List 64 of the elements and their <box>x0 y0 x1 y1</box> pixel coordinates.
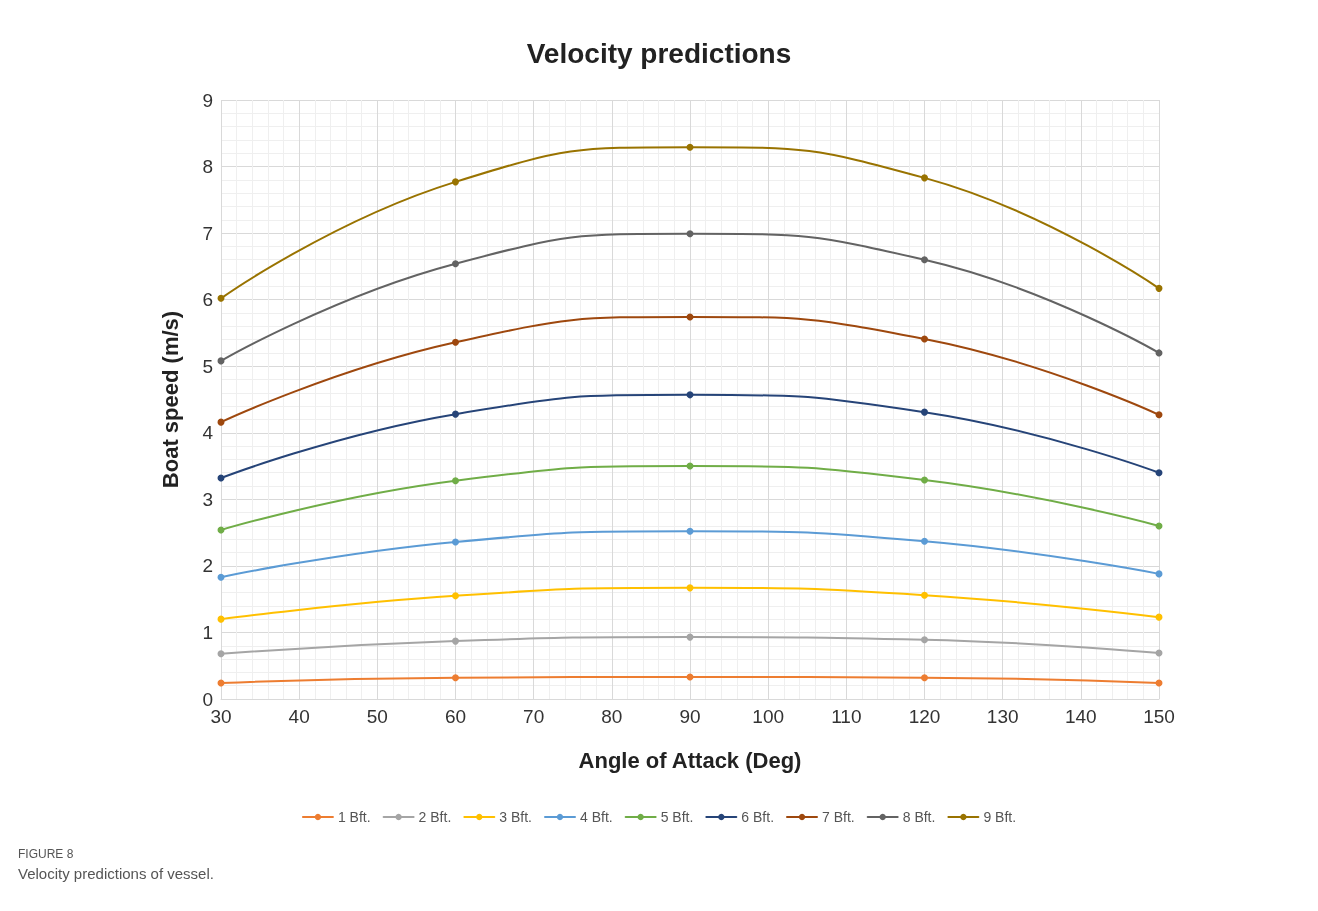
point <box>452 178 459 186</box>
y-tick-label: 9 <box>202 89 213 111</box>
y-tick-label: 8 <box>202 156 213 178</box>
y-tick-label: 2 <box>202 555 213 577</box>
x-tick-label: 90 <box>679 706 701 727</box>
point <box>452 338 459 346</box>
x-tick-label: 140 <box>1064 706 1097 727</box>
point <box>1155 469 1163 477</box>
y-tick-label: 0 <box>202 688 213 710</box>
point <box>452 538 459 546</box>
point <box>921 674 928 682</box>
legend-label: 5 Bft. <box>660 809 694 825</box>
point <box>452 477 459 485</box>
legend-label: 7 Bft. <box>822 809 855 825</box>
y-tick-label: 1 <box>202 621 213 643</box>
x-tick-label: 40 <box>288 706 310 727</box>
point <box>921 335 928 343</box>
point <box>217 573 225 581</box>
point <box>921 537 928 545</box>
point <box>921 636 928 644</box>
x-tick-label: 80 <box>601 706 623 727</box>
point <box>921 591 928 599</box>
x-tick-label: 130 <box>986 706 1019 727</box>
point <box>452 592 459 600</box>
legend-label: 2 Bft. <box>418 809 452 825</box>
x-tick-label: 70 <box>523 706 545 727</box>
point <box>452 410 459 418</box>
point <box>452 637 459 645</box>
legend-label: 1 Bft. <box>337 809 371 825</box>
legend-label: 3 Bft. <box>499 809 532 825</box>
point <box>921 174 928 182</box>
point <box>686 230 694 238</box>
point <box>921 476 928 484</box>
point <box>686 143 694 151</box>
x-axis-title: Angle of Attack (Deg) <box>578 747 802 773</box>
x-tick-label: 110 <box>831 706 862 727</box>
point <box>1155 284 1163 292</box>
point <box>921 256 928 264</box>
x-tick-label: 120 <box>908 706 941 727</box>
point <box>217 294 225 302</box>
text: Velocity predictions of vessel. <box>18 865 214 882</box>
x-tick-label: 100 <box>752 706 785 727</box>
legend-label: 8 Bft. <box>902 809 936 825</box>
chart-title: Velocity predictions <box>526 37 792 69</box>
point <box>686 527 694 535</box>
y-tick-label: 5 <box>202 355 213 377</box>
y-tick-label: 6 <box>202 289 213 311</box>
point <box>921 408 928 416</box>
y-tick-label: 4 <box>202 422 214 444</box>
point <box>1155 411 1163 419</box>
legend-label: 6 Bft. <box>741 809 775 825</box>
point <box>452 260 459 268</box>
y-tick-label: 3 <box>202 488 213 510</box>
x-tick-label: 50 <box>366 706 388 727</box>
legend-label: 4 Bft. <box>579 809 613 825</box>
legend-label: 9 Bft. <box>983 809 1017 825</box>
y-tick-label: 7 <box>202 222 213 244</box>
x-tick-label: 150 <box>1143 706 1175 727</box>
point <box>217 650 225 658</box>
x-tick-label: 60 <box>444 706 467 727</box>
x-tick-label: 30 <box>210 706 232 727</box>
point <box>452 674 459 682</box>
y-axis-title: Boat speed (m/s) <box>157 310 183 489</box>
caption: FIGURE 8 <box>18 847 74 861</box>
